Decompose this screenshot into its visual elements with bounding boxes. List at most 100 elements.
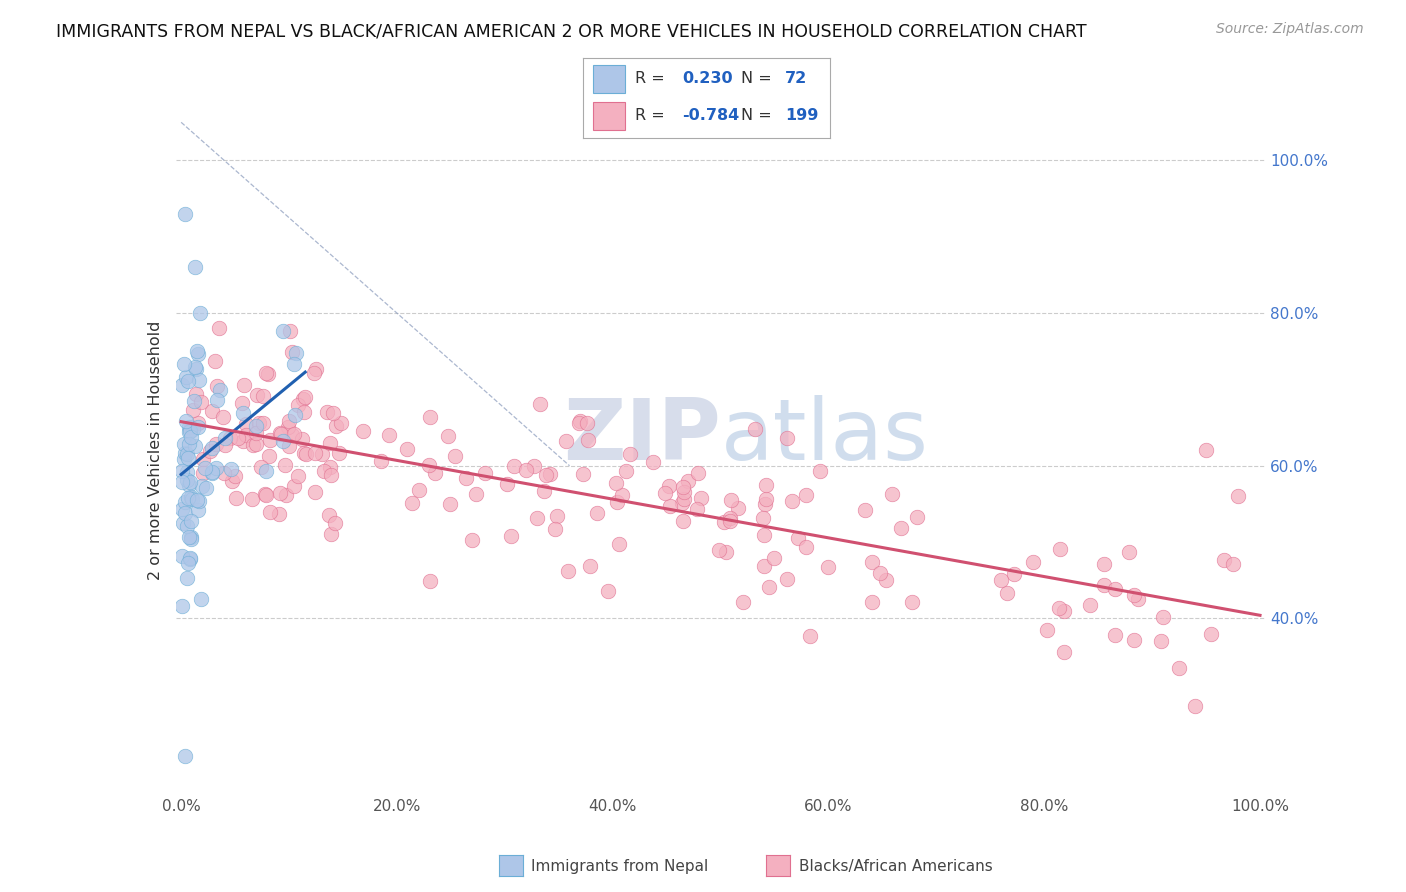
Point (718, 510, 741, 524)
Point (177, 530, 200, 544)
Point (319, 526, 342, 541)
Point (257, 367, 280, 381)
Point (658, 479, 681, 493)
Point (254, 487, 277, 501)
Point (776, 572, 799, 586)
Point (201, 441, 224, 455)
Point (225, 491, 247, 506)
Point (323, 516, 346, 530)
Point (190, 591, 212, 606)
Point (799, 629, 821, 643)
Point (208, 383, 231, 397)
Point (240, 491, 263, 506)
Point (533, 483, 555, 498)
Point (1021, 555, 1043, 569)
Point (318, 508, 340, 522)
Point (294, 447, 316, 461)
Point (232, 434, 254, 448)
Point (184, 362, 207, 376)
Point (278, 414, 301, 428)
Point (672, 480, 695, 494)
Point (860, 594, 883, 608)
Point (179, 425, 201, 439)
Point (572, 467, 595, 481)
Point (685, 501, 707, 516)
Point (869, 566, 891, 580)
Point (419, 409, 441, 424)
Point (305, 362, 328, 376)
Point (1213, 553, 1236, 567)
Point (568, 414, 591, 428)
FancyBboxPatch shape (593, 65, 626, 94)
Point (173, 357, 195, 371)
Y-axis label: 2 or more Vehicles in Household: 2 or more Vehicles in Household (148, 321, 163, 580)
Point (214, 466, 236, 480)
Point (177, 556, 200, 570)
Point (177, 478, 200, 492)
Point (193, 452, 215, 467)
Point (319, 436, 342, 450)
Point (598, 584, 620, 599)
Point (273, 324, 295, 338)
Point (218, 431, 240, 445)
Point (707, 543, 730, 558)
Point (204, 353, 226, 368)
Point (671, 496, 693, 510)
Point (1104, 582, 1126, 596)
Point (177, 450, 200, 465)
Point (568, 416, 591, 430)
Point (755, 477, 778, 491)
Point (176, 518, 198, 533)
Point (285, 346, 308, 360)
Point (232, 405, 254, 419)
Point (184, 260, 207, 275)
Point (311, 447, 333, 461)
Point (436, 428, 458, 442)
Point (259, 433, 281, 447)
Point (673, 492, 696, 507)
Point (408, 483, 430, 497)
Point (758, 580, 780, 594)
Text: N =: N = (741, 108, 778, 123)
Point (172, 464, 194, 478)
Point (612, 488, 634, 502)
Point (304, 446, 326, 460)
Point (690, 491, 713, 506)
Point (194, 461, 217, 475)
Point (233, 378, 256, 392)
Point (214, 431, 236, 445)
Point (188, 306, 211, 320)
Point (423, 467, 446, 481)
Point (322, 406, 344, 420)
Point (720, 493, 742, 508)
Point (179, 424, 201, 438)
Point (1080, 599, 1102, 613)
Point (287, 468, 309, 483)
Point (1227, 489, 1250, 503)
Point (444, 450, 467, 464)
Point (245, 426, 267, 441)
Point (207, 392, 229, 407)
Text: Source: ZipAtlas.com: Source: ZipAtlas.com (1216, 22, 1364, 37)
Point (186, 387, 208, 401)
Text: Blacks/African Americans: Blacks/African Americans (799, 859, 993, 873)
Point (254, 464, 277, 478)
Point (172, 549, 194, 563)
Point (245, 419, 267, 434)
Point (713, 516, 735, 530)
Point (523, 458, 546, 473)
Point (304, 366, 326, 380)
Point (794, 488, 817, 502)
Point (654, 486, 676, 500)
Point (180, 532, 202, 546)
Point (176, 465, 198, 479)
Text: -0.784: -0.784 (682, 108, 740, 123)
Point (184, 360, 207, 375)
Point (401, 496, 423, 510)
Point (292, 404, 315, 418)
Point (172, 516, 194, 531)
Point (278, 439, 301, 453)
Point (544, 522, 567, 536)
Point (280, 344, 302, 359)
Point (995, 586, 1018, 600)
